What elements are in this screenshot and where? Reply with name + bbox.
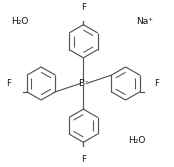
Text: F: F [154,79,159,88]
Text: F: F [81,3,86,12]
Text: B⁻: B⁻ [78,79,89,88]
Text: F: F [81,155,86,164]
Text: Na⁺: Na⁺ [136,17,153,26]
Text: H₂O: H₂O [128,136,145,145]
Text: H₂O: H₂O [11,17,29,26]
Text: F: F [6,79,11,88]
